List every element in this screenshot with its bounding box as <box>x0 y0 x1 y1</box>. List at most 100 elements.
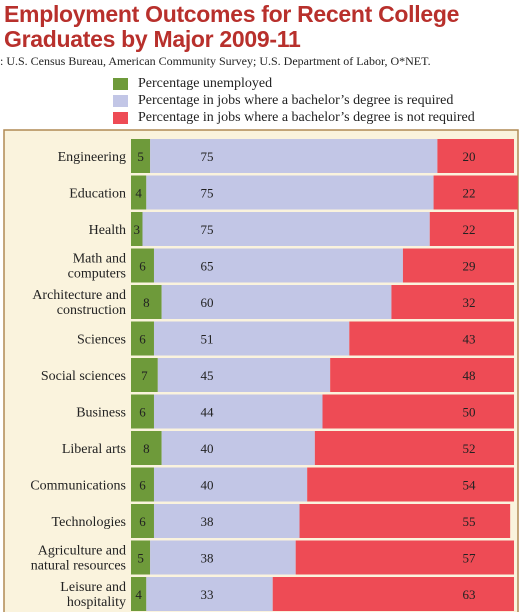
value-label-technologies-unemployed: 6 <box>139 514 146 529</box>
value-label-engineering-degree-not-required: 20 <box>463 149 476 164</box>
value-label-sciences-degree-not-required: 43 <box>463 332 476 347</box>
bar-agriculture-and-natural-resources-degree-required <box>150 540 296 575</box>
legend-label-degree-required: Percentage in jobs where a bachelor’s de… <box>138 92 454 108</box>
category-label-leisure-and-hospitality: Leisure and hospitality <box>60 580 126 610</box>
bar-business-degree-not-required <box>322 394 514 429</box>
value-label-technologies-degree-required: 38 <box>201 514 214 529</box>
value-label-communications-degree-required: 40 <box>201 478 214 493</box>
bar-engineering-degree-not-required <box>437 139 514 173</box>
value-label-health-degree-not-required: 22 <box>463 222 476 237</box>
value-label-agriculture-and-natural-resources-degree-not-required: 57 <box>463 551 477 566</box>
legend-swatch-degree-required <box>113 94 128 107</box>
bar-agriculture-and-natural-resources-unemployed <box>131 540 151 575</box>
category-label-business: Business <box>76 406 126 421</box>
value-label-agriculture-and-natural-resources-degree-required: 38 <box>201 551 214 566</box>
bar-leisure-and-hospitality-unemployed <box>131 577 147 611</box>
value-label-education-degree-required: 75 <box>201 186 214 201</box>
bar-sciences-degree-not-required <box>349 321 514 356</box>
bar-engineering-unemployed <box>131 139 151 173</box>
legend-swatch-unemployed <box>113 77 128 90</box>
value-label-technologies-degree-not-required: 55 <box>463 514 476 529</box>
value-label-architecture-and-construction-degree-required: 60 <box>201 295 214 310</box>
value-label-health-unemployed: 3 <box>133 222 140 237</box>
category-label-liberal-arts: Liberal arts <box>62 442 126 457</box>
value-label-sciences-degree-required: 51 <box>201 332 214 347</box>
value-label-social-sciences-degree-required: 45 <box>201 368 214 383</box>
value-label-architecture-and-construction-degree-not-required: 32 <box>463 295 476 310</box>
value-label-liberal-arts-degree-required: 40 <box>201 441 214 456</box>
legend-label-degree-not-required: Percentage in jobs where a bachelor’s de… <box>138 109 475 125</box>
bar-architecture-and-construction-degree-not-required <box>391 285 514 319</box>
value-label-math-and-computers-degree-not-required: 29 <box>463 259 476 274</box>
bar-technologies-unemployed <box>131 504 154 538</box>
legend: Percentage unemployed Percentage in jobs… <box>113 75 475 126</box>
bar-communications-unemployed <box>131 467 154 502</box>
legend-label-unemployed: Percentage unemployed <box>138 75 273 91</box>
bar-leisure-and-hospitality-degree-required <box>146 577 273 611</box>
value-label-communications-degree-not-required: 54 <box>463 478 477 493</box>
category-label-social-sciences: Social sciences <box>41 369 126 384</box>
bar-education-degree-required <box>146 175 434 210</box>
value-label-communications-unemployed: 6 <box>139 478 146 493</box>
bar-social-sciences-degree-not-required <box>330 358 514 392</box>
value-label-business-unemployed: 6 <box>139 405 146 420</box>
category-label-engineering: Engineering <box>58 150 126 165</box>
chart-title: Employment Outcomes for Recent College G… <box>4 1 460 52</box>
value-label-sciences-unemployed: 6 <box>139 332 146 347</box>
bar-health-unemployed <box>131 212 143 246</box>
legend-swatch-degree-not-required <box>113 111 128 124</box>
category-label-agriculture-and-natural-resources: Agriculture and natural resources <box>31 544 126 574</box>
bar-social-sciences-unemployed <box>131 358 158 392</box>
bar-business-unemployed <box>131 394 154 429</box>
bar-liberal-arts-degree-required <box>161 431 315 465</box>
value-label-business-degree-required: 44 <box>201 405 215 420</box>
value-label-education-degree-not-required: 22 <box>463 186 476 201</box>
category-label-sciences: Sciences <box>77 333 126 348</box>
bar-health-degree-not-required <box>429 212 514 246</box>
value-label-liberal-arts-unemployed: 8 <box>143 441 150 456</box>
bar-math-and-computers-degree-not-required <box>402 248 514 283</box>
bar-engineering-degree-required <box>150 139 438 173</box>
bar-technologies-degree-required <box>153 504 300 538</box>
category-label-technologies: Technologies <box>52 515 126 530</box>
source-note: : U.S. Census Bureau, American Community… <box>0 54 431 68</box>
value-label-social-sciences-unemployed: 7 <box>141 368 148 383</box>
bar-business-degree-required <box>153 394 323 429</box>
value-label-architecture-and-construction-unemployed: 8 <box>143 295 150 310</box>
bar-leisure-and-hospitality-degree-not-required <box>272 577 514 611</box>
category-label-health: Health <box>89 223 126 238</box>
category-label-education: Education <box>69 187 126 202</box>
value-label-math-and-computers-unemployed: 6 <box>139 259 146 274</box>
bar-math-and-computers-degree-required <box>153 248 403 283</box>
value-label-leisure-and-hospitality-degree-required: 33 <box>201 587 214 602</box>
bar-architecture-and-construction-degree-required <box>161 285 392 319</box>
value-label-education-unemployed: 4 <box>135 186 142 201</box>
category-label-math-and-computers: Math and computers <box>68 252 126 282</box>
legend-item-degree-required: Percentage in jobs where a bachelor’s de… <box>113 92 475 109</box>
value-label-health-degree-required: 75 <box>201 222 214 237</box>
category-label-architecture-and-construction: Architecture and construction <box>32 288 126 318</box>
bar-education-degree-not-required <box>433 175 518 210</box>
legend-item-degree-not-required: Percentage in jobs where a bachelor’s de… <box>113 109 475 126</box>
value-label-engineering-unemployed: 5 <box>137 149 144 164</box>
bar-sciences-unemployed <box>131 321 154 356</box>
value-label-math-and-computers-degree-required: 65 <box>201 259 214 274</box>
value-label-liberal-arts-degree-not-required: 52 <box>463 441 476 456</box>
bar-agriculture-and-natural-resources-degree-not-required <box>295 540 514 575</box>
bar-liberal-arts-degree-not-required <box>314 431 514 465</box>
bar-liberal-arts-unemployed <box>131 431 162 465</box>
legend-item-unemployed: Percentage unemployed <box>113 75 475 92</box>
value-label-leisure-and-hospitality-unemployed: 4 <box>135 587 142 602</box>
bar-social-sciences-degree-required <box>157 358 331 392</box>
bar-architecture-and-construction-unemployed <box>131 285 162 319</box>
value-label-leisure-and-hospitality-degree-not-required: 63 <box>463 587 476 602</box>
category-label-communications: Communications <box>30 479 126 494</box>
bar-education-unemployed <box>131 175 147 210</box>
bar-communications-degree-not-required <box>307 467 514 502</box>
bar-math-and-computers-unemployed <box>131 248 154 283</box>
bar-communications-degree-required <box>153 467 308 502</box>
bar-sciences-degree-required <box>153 321 350 356</box>
bar-health-degree-required <box>142 212 430 246</box>
value-label-social-sciences-degree-not-required: 48 <box>463 368 476 383</box>
